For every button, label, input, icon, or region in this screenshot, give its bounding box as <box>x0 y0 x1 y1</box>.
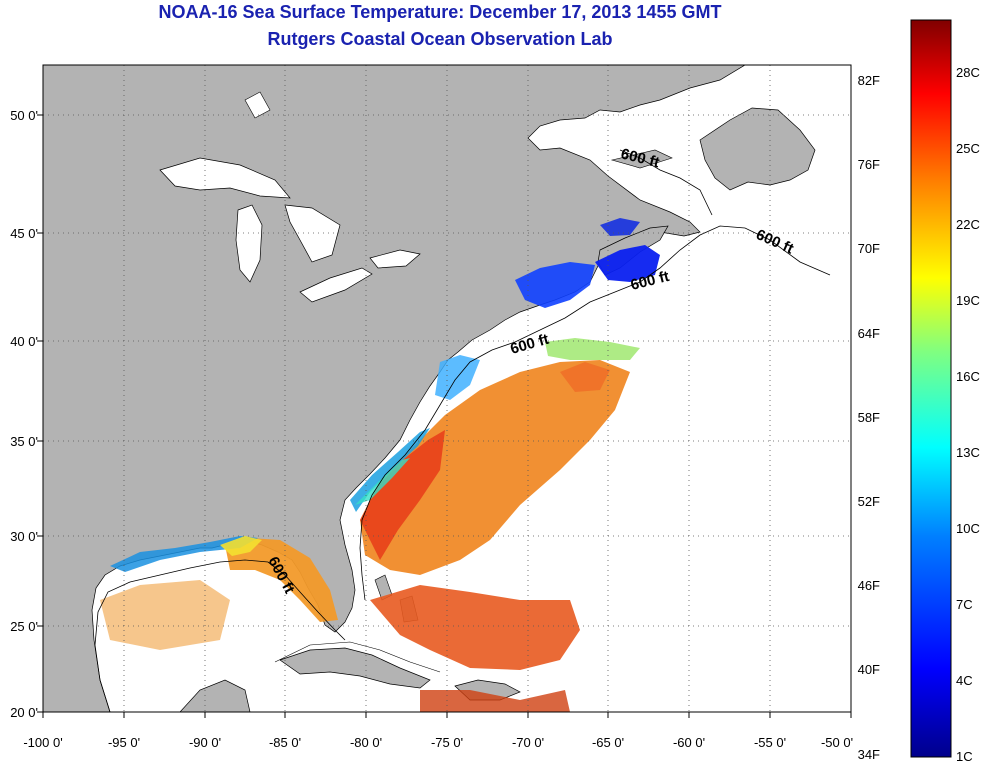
cuba-land <box>279 647 431 689</box>
lat-tick-label: 35 0' <box>10 434 38 449</box>
sst-slope-green <box>545 338 640 360</box>
colorbar-c-label: 19C <box>956 293 980 308</box>
sst-west-gulf <box>100 580 230 650</box>
lat-tick-label: 20 0' <box>10 705 38 720</box>
sst-caribbean <box>420 690 570 712</box>
colorbar-c-label: 7C <box>956 597 973 612</box>
colorbar-c-label: 4C <box>956 673 973 688</box>
sst-south-sargasso <box>370 585 580 670</box>
newfoundland-land <box>699 107 816 191</box>
lon-tick-label: -75 0' <box>430 735 464 750</box>
isobath-600ft-atlantic <box>359 225 831 601</box>
colorbar-f-label: 70F <box>857 241 880 256</box>
sst-gulf-of-maine <box>515 262 595 308</box>
colorbar-f-label: 52F <box>857 494 880 509</box>
lon-tick-label: -65 0' <box>591 735 625 750</box>
sst-gulf-coast-cool <box>220 536 262 556</box>
colorbar-f-label: 46F <box>857 578 880 593</box>
colorbar-f-label: 34F <box>857 747 880 762</box>
colorbar-c-label: 16C <box>956 369 980 384</box>
lon-tick-label: -50 0' <box>820 735 854 750</box>
sst-scotian-shelf <box>595 245 660 282</box>
lake-michigan <box>235 204 263 283</box>
lon-tick-label: -70 0' <box>511 735 545 750</box>
sst-coastal-cool <box>355 458 410 505</box>
colorbar-c-label: 10C <box>956 521 980 536</box>
lake-erie <box>299 267 373 303</box>
sst-gulf-of-mexico <box>225 538 338 622</box>
lake-huron <box>284 204 341 263</box>
axis-ticks <box>37 114 852 718</box>
sst-gulf-stream <box>360 360 630 575</box>
sst-sable <box>600 218 640 236</box>
lon-tick-label: -100 0' <box>23 735 63 750</box>
colorbar-c-label: 28C <box>956 65 980 80</box>
lake-ontario <box>369 249 421 269</box>
lat-tick-label: 25 0' <box>10 619 38 634</box>
lat-tick-label: 30 0' <box>10 529 38 544</box>
lon-tick-label: -95 0' <box>107 735 141 750</box>
colorbar-f-label: 58F <box>857 410 880 425</box>
colorbar-f-label: 40F <box>857 662 880 677</box>
colorbar-c-label: 25C <box>956 141 980 156</box>
colorbar <box>910 19 952 758</box>
lon-tick-label: -85 0' <box>268 735 302 750</box>
lat-tick-label: 40 0' <box>10 334 38 349</box>
lat-tick-label: 45 0' <box>10 226 38 241</box>
colorbar-f-label: 64F <box>857 326 880 341</box>
lon-tick-label: -80 0' <box>349 735 383 750</box>
sst-eddy <box>560 362 610 392</box>
colorbar-c-label: 13C <box>956 445 980 460</box>
lat-tick-label: 50 0' <box>10 108 38 123</box>
yucatan-land <box>179 679 251 712</box>
colorbar-c-label: 22C <box>956 217 980 232</box>
lake-superior <box>159 157 291 199</box>
colorbar-c-label: 1C <box>956 749 973 764</box>
map-subtitle: Rutgers Coastal Ocean Observation Lab <box>267 29 613 49</box>
sst-gulf-stream-core <box>360 430 445 560</box>
lon-tick-label: -90 0' <box>188 735 222 750</box>
colorbar-f-label: 82F <box>857 73 880 88</box>
lon-tick-label: -55 0' <box>753 735 787 750</box>
lon-tick-label: -60 0' <box>672 735 706 750</box>
colorbar-f-label: 76F <box>857 157 880 172</box>
map-title: NOAA-16 Sea Surface Temperature: Decembe… <box>158 2 722 22</box>
